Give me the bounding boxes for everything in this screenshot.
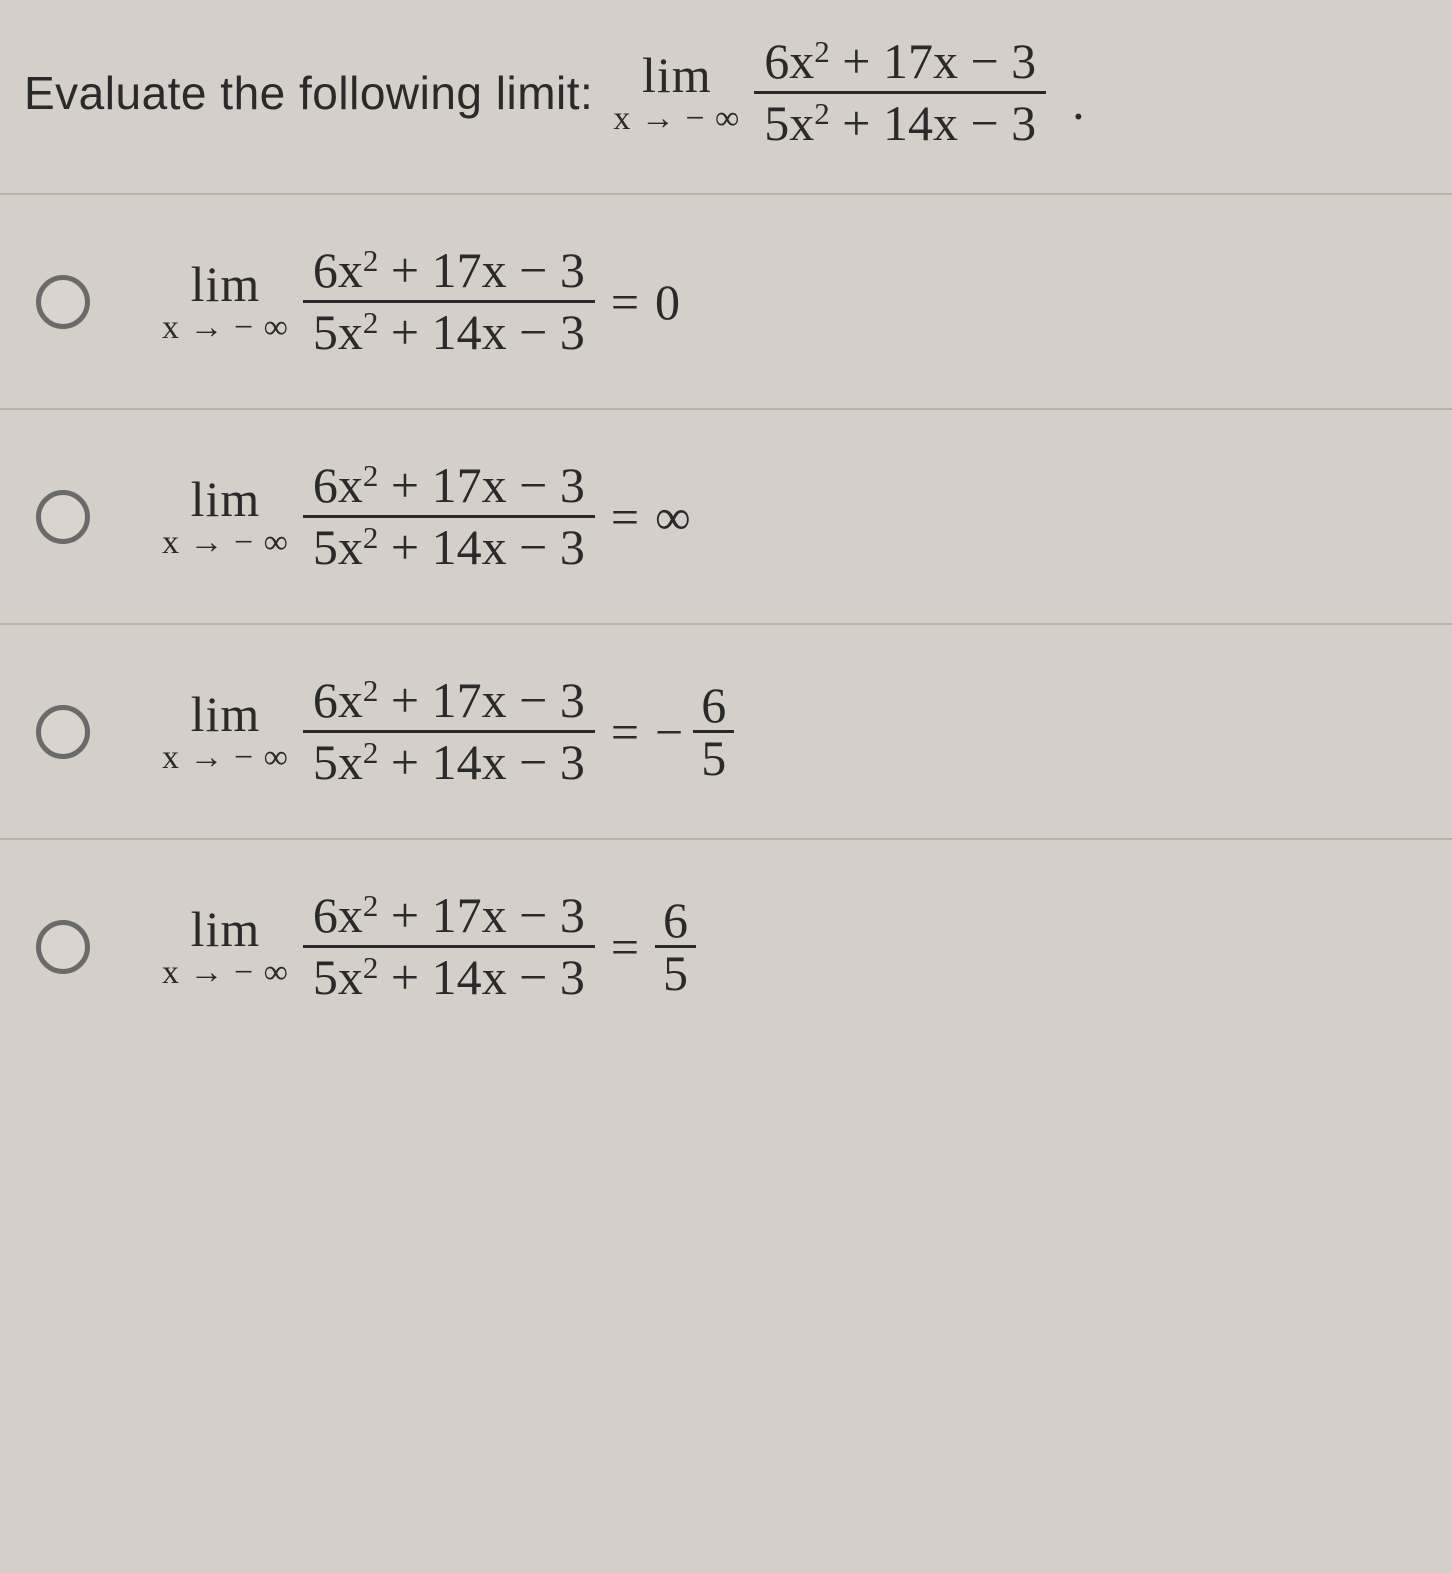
option-expression: limx → − ∞6x2 + 17x − 35x2 + 14x − 3=0 bbox=[162, 241, 680, 362]
option-rhs: 65 bbox=[655, 895, 696, 998]
option-numerator: 6x2 + 17x − 3 bbox=[303, 456, 595, 515]
lim-subscript: x → − ∞ bbox=[162, 956, 289, 990]
lim-subscript: x → − ∞ bbox=[162, 311, 289, 345]
option-fraction: 6x2 + 17x − 35x2 + 14x − 3 bbox=[303, 241, 595, 362]
question-prompt: Evaluate the following limit: bbox=[24, 66, 593, 120]
rhs-fraction: 65 bbox=[655, 895, 696, 998]
rhs-numerator: 6 bbox=[655, 895, 696, 945]
option-row[interactable]: limx → − ∞6x2 + 17x − 35x2 + 14x − 3=∞ bbox=[0, 410, 1452, 625]
option-denominator: 5x2 + 14x − 3 bbox=[303, 303, 595, 362]
radio-button[interactable] bbox=[36, 705, 90, 759]
lim-subscript: x → − ∞ bbox=[613, 102, 740, 136]
lim-operator: limx → − ∞ bbox=[162, 259, 289, 345]
option-numerator: 6x2 + 17x − 3 bbox=[303, 241, 595, 300]
lim-label: lim bbox=[191, 474, 261, 524]
equals-sign: = bbox=[611, 703, 639, 761]
question-block: Evaluate the following limit: lim x → − … bbox=[0, 0, 1452, 195]
option-denominator: 5x2 + 14x − 3 bbox=[303, 948, 595, 1007]
question-denominator: 5x2 + 14x − 3 bbox=[754, 94, 1046, 153]
option-rhs: 0 bbox=[655, 273, 680, 331]
option-row[interactable]: limx → − ∞6x2 + 17x − 35x2 + 14x − 3=−65 bbox=[0, 625, 1452, 840]
lim-operator: limx → − ∞ bbox=[162, 904, 289, 990]
option-expression: limx → − ∞6x2 + 17x − 35x2 + 14x − 3=−65 bbox=[162, 671, 734, 792]
lim-operator: limx → − ∞ bbox=[162, 689, 289, 775]
trailing-period: . bbox=[1072, 73, 1085, 131]
option-numerator: 6x2 + 17x − 3 bbox=[303, 671, 595, 730]
option-expression: limx → − ∞6x2 + 17x − 35x2 + 14x − 3=65 bbox=[162, 886, 696, 1007]
lim-subscript: x → − ∞ bbox=[162, 741, 289, 775]
lim-operator: limx → − ∞ bbox=[162, 474, 289, 560]
option-denominator: 5x2 + 14x − 3 bbox=[303, 518, 595, 577]
option-fraction: 6x2 + 17x − 35x2 + 14x − 3 bbox=[303, 671, 595, 792]
radio-button[interactable] bbox=[36, 920, 90, 974]
question-fraction: 6x2 + 17x − 3 5x2 + 14x − 3 bbox=[754, 32, 1046, 153]
negative-sign: − bbox=[655, 703, 683, 761]
equals-sign: = bbox=[611, 918, 639, 976]
lim-operator: lim x → − ∞ bbox=[613, 50, 740, 136]
lim-label: lim bbox=[191, 689, 261, 739]
option-fraction: 6x2 + 17x − 35x2 + 14x − 3 bbox=[303, 886, 595, 1007]
rhs-denominator: 5 bbox=[693, 733, 734, 783]
option-numerator: 6x2 + 17x − 3 bbox=[303, 886, 595, 945]
equals-sign: = bbox=[611, 273, 639, 331]
lim-label: lim bbox=[191, 259, 261, 309]
rhs-denominator: 5 bbox=[655, 948, 696, 998]
lim-label: lim bbox=[191, 904, 261, 954]
question-numerator: 6x2 + 17x − 3 bbox=[754, 32, 1046, 91]
radio-button[interactable] bbox=[36, 275, 90, 329]
lim-subscript: x → − ∞ bbox=[162, 526, 289, 560]
options-list: limx → − ∞6x2 + 17x − 35x2 + 14x − 3=0li… bbox=[0, 195, 1452, 1053]
option-rhs: −65 bbox=[655, 680, 734, 783]
option-expression: limx → − ∞6x2 + 17x − 35x2 + 14x − 3=∞ bbox=[162, 456, 691, 577]
option-rhs: ∞ bbox=[655, 488, 691, 546]
option-fraction: 6x2 + 17x − 35x2 + 14x − 3 bbox=[303, 456, 595, 577]
question-limit-expression: lim x → − ∞ 6x2 + 17x − 3 5x2 + 14x − 3 bbox=[613, 32, 1046, 153]
option-row[interactable]: limx → − ∞6x2 + 17x − 35x2 + 14x − 3=65 bbox=[0, 840, 1452, 1053]
lim-label: lim bbox=[642, 50, 712, 100]
radio-button[interactable] bbox=[36, 490, 90, 544]
option-denominator: 5x2 + 14x − 3 bbox=[303, 733, 595, 792]
option-row[interactable]: limx → − ∞6x2 + 17x − 35x2 + 14x − 3=0 bbox=[0, 195, 1452, 410]
rhs-fraction: 65 bbox=[693, 680, 734, 783]
equals-sign: = bbox=[611, 488, 639, 546]
rhs-numerator: 6 bbox=[693, 680, 734, 730]
